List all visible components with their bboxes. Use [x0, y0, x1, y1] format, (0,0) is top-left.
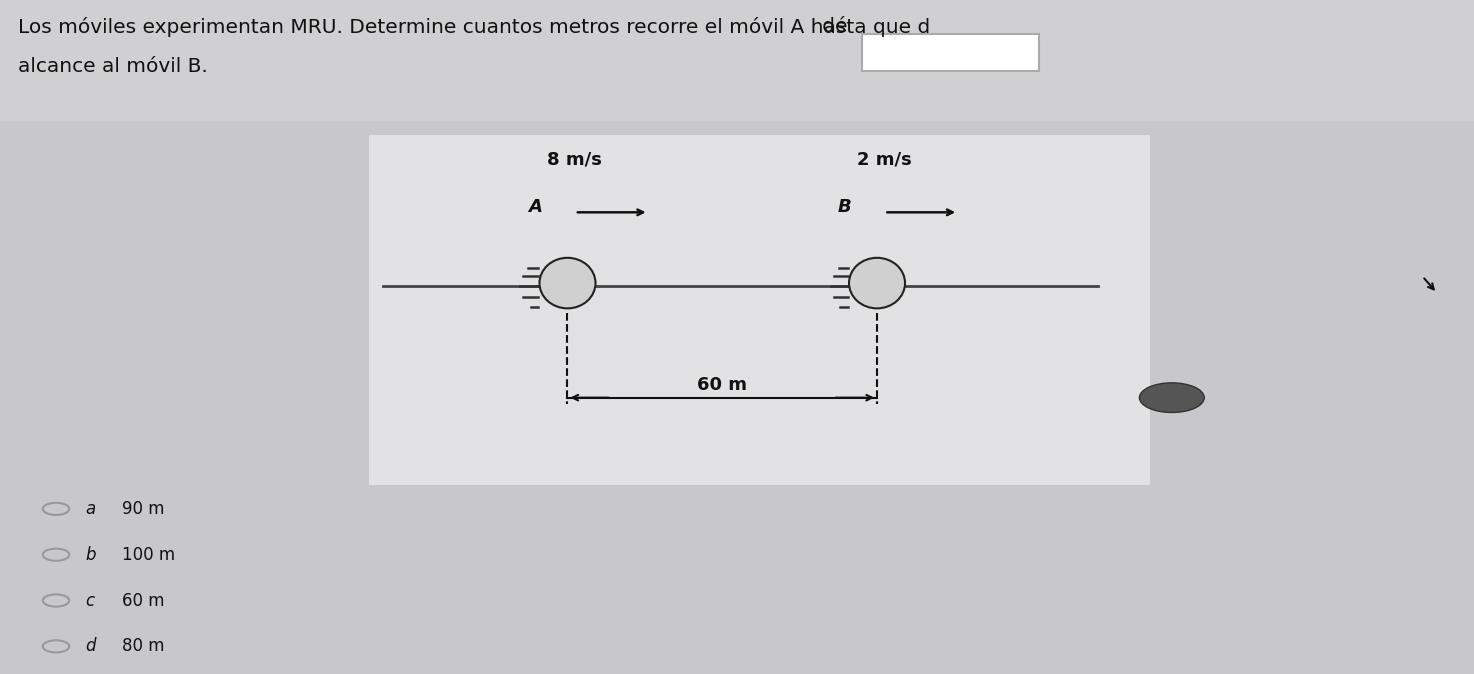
- Text: d: d: [85, 638, 96, 655]
- Text: 2 m/s: 2 m/s: [856, 150, 912, 168]
- Text: c: c: [85, 592, 94, 609]
- Bar: [0, 0, 1474, 121]
- Text: A: A: [528, 197, 542, 216]
- Text: 100 m: 100 m: [122, 546, 175, 563]
- Text: 80 m: 80 m: [122, 638, 165, 655]
- Text: dé: dé: [19, 17, 848, 36]
- Bar: [862, 34, 1039, 71]
- Text: 60 m: 60 m: [122, 592, 165, 609]
- Text: 8 m/s: 8 m/s: [547, 150, 603, 168]
- Text: a: a: [85, 500, 96, 518]
- Text: 60 m: 60 m: [697, 376, 747, 394]
- Text: alcance al móvil B.: alcance al móvil B.: [18, 57, 208, 76]
- Text: ×: ×: [1164, 389, 1179, 406]
- Text: 90 m: 90 m: [122, 500, 165, 518]
- Text: Los móviles experimentan MRU. Determine cuantos metros recorre el móvil A hasta : Los móviles experimentan MRU. Determine …: [18, 17, 930, 37]
- Ellipse shape: [849, 258, 905, 309]
- Bar: [368, 135, 1150, 485]
- Circle shape: [1139, 383, 1204, 412]
- Text: b: b: [85, 546, 96, 563]
- Text: B: B: [837, 197, 852, 216]
- Ellipse shape: [539, 258, 595, 309]
